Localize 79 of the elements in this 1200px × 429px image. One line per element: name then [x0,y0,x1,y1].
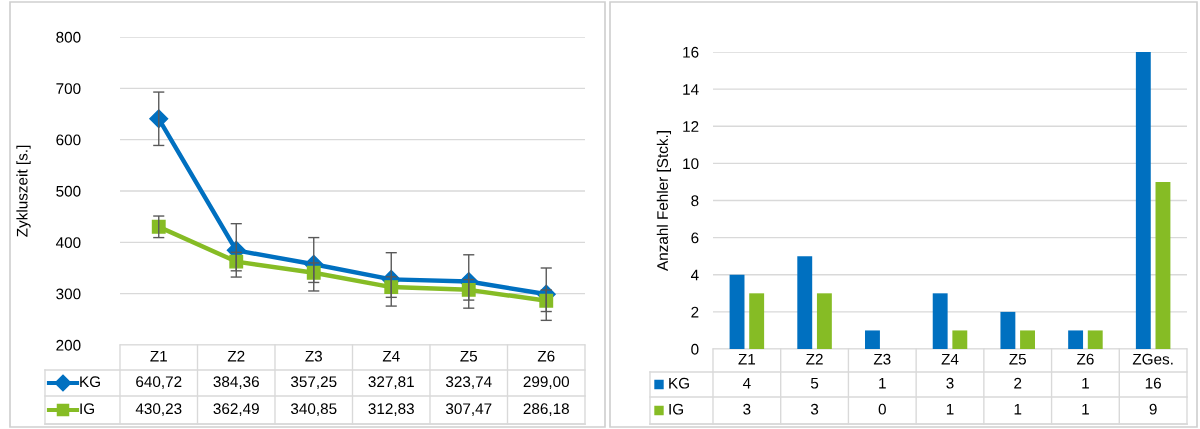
data-label: 430,23 [135,403,182,416]
legend-label: IG [80,403,94,415]
x-tick-label: Z6 [1077,353,1094,365]
data-label: 16 [1145,377,1161,389]
bar [1000,311,1016,349]
data-label: 1 [1082,403,1089,415]
data-label: 307,47 [445,403,492,416]
data-label: 1 [946,403,954,415]
data-label: 4 [742,377,751,389]
y-axis-title: Anzahl Fehler [Stck.] [656,131,672,271]
x-tick-label: Z2 [806,353,823,365]
data-label: 0 [878,403,886,415]
data-label: 640,72 [136,376,182,389]
y-tick-label: 600 [56,134,81,146]
data-label: 5 [810,377,819,389]
data-label: 1 [1014,403,1022,415]
x-tick-label: Z5 [460,350,478,362]
y-tick-label: 16 [683,46,699,58]
point [384,280,399,295]
y-tick-label: 12 [683,121,699,132]
data-label: 323,74 [445,376,492,389]
x-tick-label: Z4 [941,353,959,365]
y-tick-label: 0 [691,343,699,355]
bar [797,256,813,349]
data-label: 357,25 [290,376,337,389]
data-label: 3 [810,403,819,415]
bar [865,330,880,349]
data-label: 327,81 [368,376,414,389]
x-tick-label: ZGes. [1132,353,1173,365]
x-tick-label: Z6 [537,350,555,362]
point [539,293,554,308]
x-tick-label: Z3 [305,350,322,362]
y-axis-title: Zykluszeit [s.] [16,145,31,237]
x-tick-label: Z4 [382,350,400,362]
y-tick-label: 2 [691,306,699,318]
bar [1135,52,1151,349]
bar [1155,181,1171,349]
y-tick-label: 4 [690,269,699,281]
bar [1068,330,1084,349]
y-tick-label: 800 [56,31,81,43]
point [461,282,476,297]
bar [749,293,765,349]
x-tick-label: Z1 [150,350,167,362]
bar [729,274,745,349]
data-label: 9 [1149,403,1157,415]
x-tick-label: Z2 [227,350,245,362]
bar [1020,330,1035,349]
legend-label: IG [669,403,683,415]
y-tick-label: 6 [691,232,699,244]
y-tick-label: 8 [691,195,699,207]
x-tick-label: Z3 [873,353,891,365]
y-tick-label: 200 [56,339,81,351]
data-label: 362,49 [213,403,259,416]
y-tick-label: 300 [56,288,81,300]
data-label: 312,83 [368,403,414,416]
bar [932,293,948,349]
y-tick-label: 400 [55,237,81,249]
y-tick-label: 700 [56,83,81,95]
data-label: 384,36 [213,376,259,389]
y-tick-label: 500 [56,185,81,197]
data-label: 340,85 [290,403,337,416]
bar [1087,330,1103,349]
data-label: 3 [946,377,954,389]
data-label: 2 [1014,377,1022,389]
bar [952,330,968,349]
data-label: 3 [743,403,751,415]
y-tick-label: 10 [683,158,699,170]
point [151,219,166,234]
bar [816,293,832,349]
legend-label: KG [669,377,689,389]
data-label: 1 [1082,377,1089,389]
data-label: 299,00 [523,376,570,389]
data-label: 1 [879,377,886,389]
x-tick-label: Z5 [1009,353,1026,365]
x-tick-label: Z1 [738,353,756,365]
point [306,265,321,280]
legend-label: KG [80,376,100,388]
data-label: 286,18 [523,403,569,416]
y-tick-label: 14 [683,84,699,95]
